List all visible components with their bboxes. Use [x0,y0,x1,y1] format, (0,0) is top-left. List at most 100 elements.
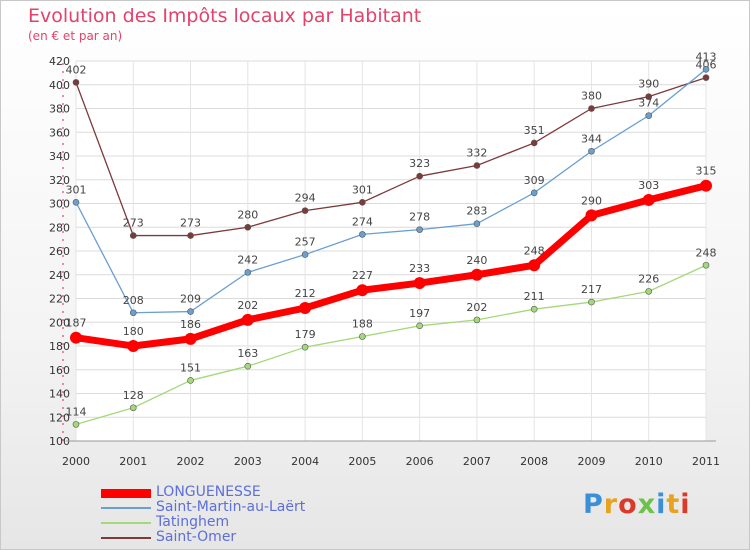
data-point [530,189,538,197]
data-label: 402 [66,63,87,76]
y-tick-label: 260 [49,245,70,258]
data-label: 209 [180,293,201,306]
data-point [241,313,254,326]
data-label: 309 [524,174,545,187]
data-label: 114 [66,405,87,418]
legend-swatch [101,507,151,509]
data-label: 315 [696,165,717,178]
legend-label: Tatinghem [156,514,230,530]
data-label: 240 [466,254,487,267]
data-label: 323 [409,157,430,170]
y-tick-label: 320 [49,174,70,187]
logo-letter: i [680,489,691,520]
y-tick-label: 380 [49,103,70,116]
x-tick-label: 2001 [119,455,147,468]
legend-swatch [101,522,151,524]
data-label: 301 [66,183,87,196]
data-label: 226 [638,272,659,285]
y-tick-label: 420 [49,55,70,68]
data-label: 163 [237,347,258,360]
data-point [530,305,538,313]
data-point [356,284,369,297]
x-tick-label: 2007 [463,455,491,468]
data-point [359,199,366,206]
data-label: 344 [581,132,602,145]
x-tick-label: 2010 [635,455,663,468]
data-label: 202 [466,301,487,314]
data-point [72,199,80,206]
data-label: 208 [123,294,144,307]
data-point [187,377,194,384]
data-point [645,93,653,100]
data-label: 242 [237,253,258,266]
x-tick-label: 2003 [234,455,262,468]
data-point [473,316,481,324]
data-point [184,332,197,345]
data-point [585,209,598,222]
data-label: 188 [352,318,373,331]
data-point [645,288,653,295]
data-label: 278 [409,211,430,224]
data-point [702,66,710,73]
data-point [244,223,252,231]
data-label: 273 [123,217,144,230]
data-label: 180 [123,325,144,338]
data-point [416,172,423,180]
y-tick-label: 180 [49,340,70,353]
data-label: 351 [524,124,545,137]
data-label: 233 [409,262,430,275]
data-label: 273 [180,217,201,230]
series-line-1 [75,68,707,314]
legend-label: Saint-Omer [156,529,237,545]
data-point [588,298,595,306]
y-tick-label: 280 [49,221,70,234]
logo-letter: P [583,489,604,520]
data-point [413,277,426,290]
legend-label: LONGUENESSE [156,484,261,500]
data-point [187,308,194,315]
data-point [244,362,252,370]
y-tick-label: 300 [49,198,70,211]
data-label: 248 [524,244,545,257]
data-point [72,79,80,86]
data-point [645,112,653,119]
data-label: 290 [581,194,602,207]
chart-subtitle: (en € et par an) [28,29,123,43]
x-tick-label: 2008 [520,455,548,468]
data-point [359,333,366,340]
data-point [129,404,137,412]
data-point [588,147,595,155]
data-point [72,421,80,428]
data-label: 211 [524,290,545,303]
y-tick-label: 400 [49,79,70,92]
data-label: 197 [409,307,430,320]
y-tick-label: 340 [49,150,70,163]
data-point [129,309,137,317]
data-point [359,231,366,238]
y-tick-label: 240 [49,269,70,282]
data-label: 187 [66,317,87,330]
logo-letter: i [656,489,667,520]
x-tick-label: 2009 [577,455,605,468]
data-point [301,251,309,258]
data-point [473,162,481,169]
data-point [301,343,309,351]
x-tick-label: 2011 [692,455,720,468]
y-tick-label: 120 [49,411,70,424]
x-tick-label: 2002 [177,455,205,468]
data-label: 332 [466,147,487,160]
series-line-3 [75,76,707,237]
data-label: 217 [581,283,602,296]
data-point [588,105,595,112]
data-point [473,220,481,227]
x-tick-label: 2005 [348,455,376,468]
data-point [528,259,541,272]
data-point [702,74,710,81]
data-point [470,268,483,281]
data-point [70,331,82,344]
data-point [416,226,423,233]
data-point [127,340,140,352]
y-tick-label: 220 [49,293,70,306]
